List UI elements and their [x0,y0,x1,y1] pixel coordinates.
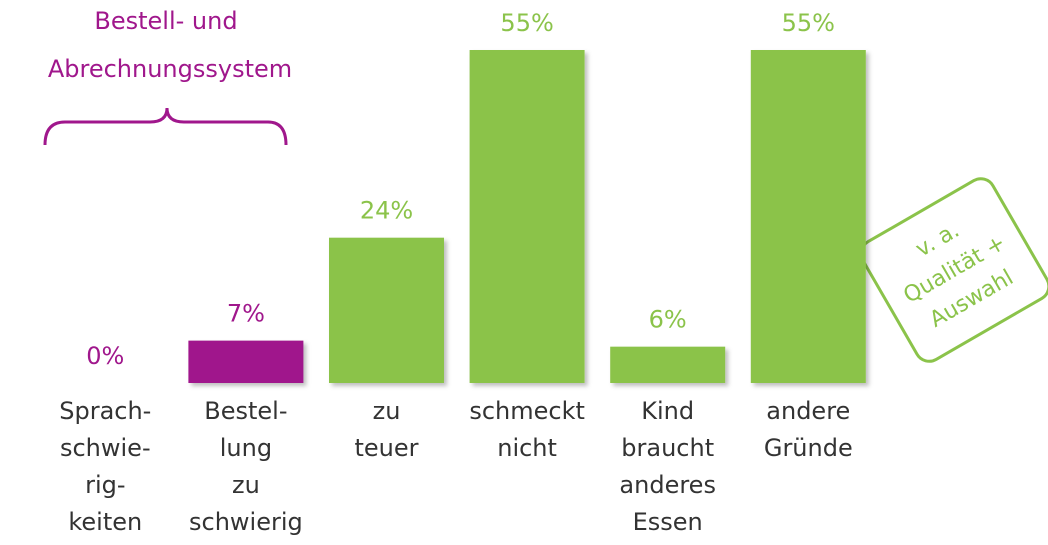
x-tick-label: Bestel- [204,397,287,425]
value-label: 0% [86,342,124,370]
x-tick-label: zu [373,397,401,425]
bar [329,237,444,383]
bracket-label: Bestell- und [94,7,237,35]
note-frame [859,177,1048,363]
x-tick-label: rig- [85,471,125,499]
x-tick-label: anderes [619,471,716,499]
bar [610,346,726,383]
bar [469,50,585,383]
bar [188,340,304,383]
x-tick-label: Sprach- [59,397,151,425]
bar [750,50,866,383]
x-tick-label: braucht [621,434,714,462]
value-label: 55% [500,9,553,37]
x-tick-label: Gründe [764,434,853,462]
bracket-label: Abrechnungssystem [48,55,292,83]
x-tick-label: andere [766,397,850,425]
x-tick-label: schwierig [189,508,303,536]
x-tick-label: Kind [641,397,694,425]
x-tick-label: zu [232,471,260,499]
value-label: 24% [360,197,413,225]
x-tick-label: schmeckt [469,397,585,425]
x-tick-label: nicht [497,434,557,462]
bracket [43,107,288,146]
value-label: 7% [227,300,265,328]
x-tick-label: schwie- [60,434,151,462]
x-tick-label: keiten [68,508,142,536]
note-box: v. a. Qualität + Auswahl [859,177,1048,363]
x-tick-label: lung [220,434,272,462]
value-label: 6% [649,306,687,334]
x-tick-label: Essen [633,508,703,536]
value-label: 55% [782,9,835,37]
x-tick-label: teuer [354,434,418,462]
